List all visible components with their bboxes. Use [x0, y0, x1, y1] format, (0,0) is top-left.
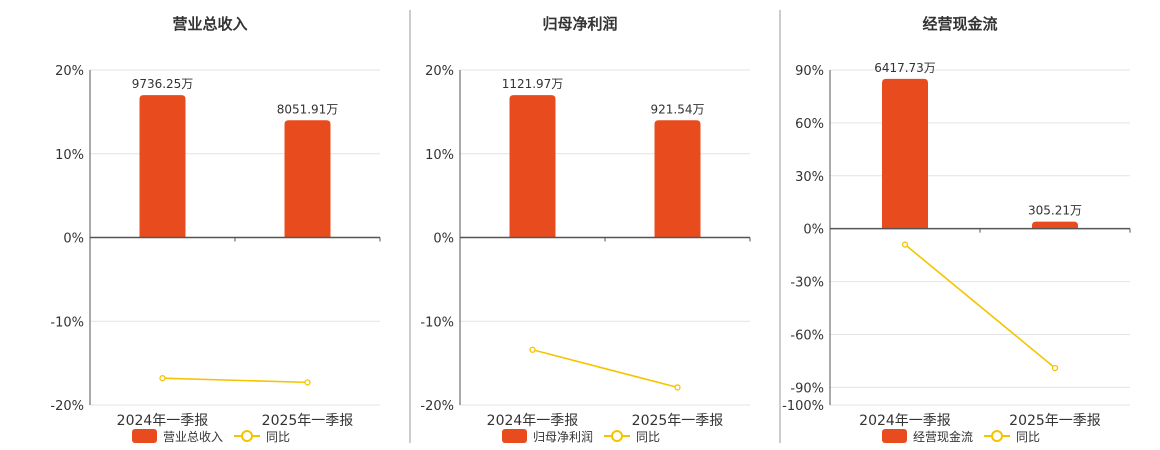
bar [1032, 221, 1078, 229]
yoy-point [901, 241, 909, 248]
bar [284, 120, 331, 238]
legend-bar-label: 归母净利润 [533, 430, 593, 444]
x-tick-label: 2025年一季报 [632, 413, 724, 429]
legend-line-marker [611, 430, 623, 442]
yoy-point [674, 384, 681, 391]
bar-data-label: 6417.73万 [874, 61, 936, 75]
bar-data-label: 1121.97万 [502, 77, 564, 91]
chart-title: 营业总收入 [172, 15, 247, 33]
y-tick-label: 90% [795, 64, 824, 79]
y-tick-label: -60% [790, 328, 824, 343]
y-tick-label: -30% [790, 276, 824, 291]
legend-line-label: 同比 [636, 430, 660, 444]
bar-data-label: 9736.25万 [132, 77, 194, 91]
y-tick-label: -100% [782, 399, 824, 414]
y-tick-label: 20% [55, 64, 84, 79]
bar [139, 95, 186, 238]
x-tick-label: 2024年一季报 [117, 413, 209, 429]
x-tick-label: 2024年一季报 [859, 413, 951, 429]
chart-panel-1: 营业总收入 20% 10% 0% -10% -20% 9736.25万 8051.91万 202… [50, 15, 381, 444]
legend-bar-label: 经营现金流 [913, 429, 973, 444]
y-tick-label: 10% [55, 148, 84, 163]
yoy-line [904, 243, 1056, 369]
chart-panel-3: 经营现金流 90% 60% 30% 0% -30% -60% -90% -100% 6417.73… [782, 15, 1131, 444]
chart-title: 归母净利润 [542, 15, 617, 33]
legend-line-marker [241, 430, 253, 442]
chart-title: 经营现金流 [922, 15, 997, 33]
y-tick-label: -10% [420, 315, 454, 330]
legend-line-label: 同比 [1016, 430, 1040, 444]
bar-data-label: 921.54万 [651, 102, 705, 116]
yoy-point [159, 375, 166, 382]
yoy-line [162, 377, 308, 384]
y-tick-label: 0% [433, 232, 454, 247]
y-tick-label: 60% [795, 117, 824, 132]
legend-bar-swatch [502, 429, 527, 443]
legend-line-label: 同比 [266, 430, 290, 444]
bar [654, 120, 701, 238]
bar [882, 78, 928, 229]
y-tick-label: -90% [790, 381, 824, 396]
y-tick-label: 0% [63, 232, 84, 247]
yoy-point [529, 346, 536, 353]
y-tick-label: 10% [425, 148, 454, 163]
y-tick-label: 20% [425, 64, 454, 79]
legend-bar-label: 营业总收入 [163, 430, 223, 444]
bar [509, 95, 556, 238]
chart-panel-2: 归母净利润 20% 10% 0% -10% -20% 1121.97万 921.54万 2024… [420, 15, 751, 444]
legend-bar-swatch [132, 429, 157, 443]
bar-data-label: 305.21万 [1028, 204, 1082, 218]
legend-bar-swatch [882, 429, 907, 443]
yoy-point [304, 379, 311, 386]
bar-data-label: 8051.91万 [277, 102, 339, 116]
y-tick-label: -20% [50, 399, 84, 414]
x-tick-label: 2025年一季报 [1009, 413, 1101, 429]
y-tick-label: 30% [795, 170, 824, 185]
y-tick-label: 0% [803, 223, 824, 238]
y-tick-label: -20% [420, 399, 454, 414]
yoy-point [1051, 364, 1059, 372]
x-tick-label: 2025年一季报 [262, 413, 354, 429]
x-tick-label: 2024年一季报 [487, 413, 579, 429]
yoy-line [532, 348, 678, 389]
y-tick-label: -10% [50, 315, 84, 330]
legend-line-marker [991, 430, 1003, 442]
